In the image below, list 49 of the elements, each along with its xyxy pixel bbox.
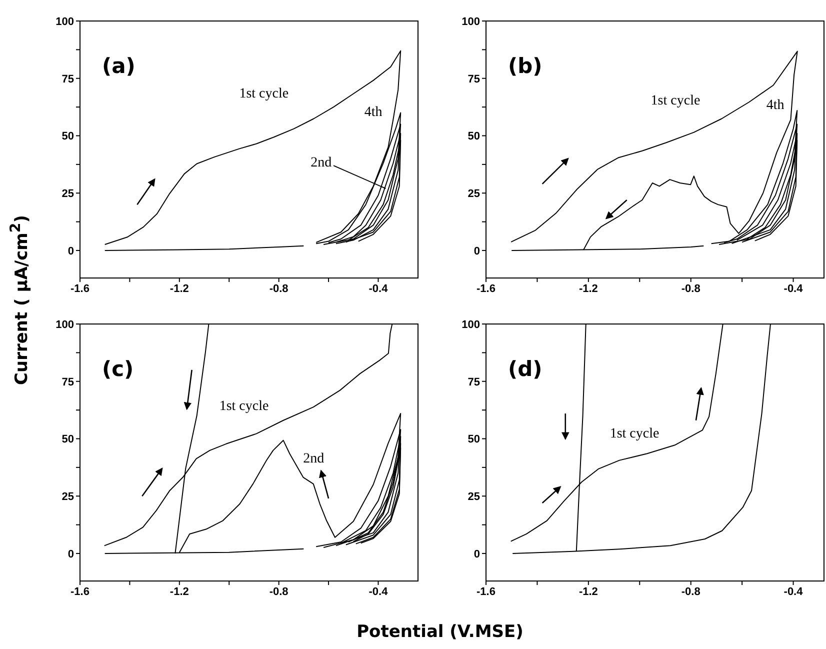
annotation: 4th xyxy=(766,98,784,114)
x-tick-label: -1.2 xyxy=(170,282,189,295)
annotation: 4th xyxy=(364,105,382,120)
y-tick-label: 75 xyxy=(62,376,74,388)
y-tick-label: 0 xyxy=(68,548,74,560)
annotation: 2nd xyxy=(303,452,324,467)
y-tick-label: 25 xyxy=(468,491,480,504)
annotation: 1st cycle xyxy=(239,86,289,102)
x-tick-label: -0.8 xyxy=(681,586,700,598)
y-tick-label: 100 xyxy=(56,16,74,28)
annotation: 1st cycle xyxy=(219,398,269,414)
y-tick-label: 75 xyxy=(468,376,480,388)
x-tick-label: -1.2 xyxy=(578,586,598,598)
x-tick-label: -1.2 xyxy=(578,282,598,295)
x-tick-label: -0.8 xyxy=(269,586,288,598)
annotation: 1st cycle xyxy=(610,426,660,442)
y-tick-label: 25 xyxy=(62,491,74,504)
y-tick-label: 0 xyxy=(68,245,74,258)
x-tick-label: -0.4 xyxy=(368,282,389,295)
x-tick-label: -1.6 xyxy=(476,282,496,295)
y-tick-label: 100 xyxy=(56,318,74,331)
x-tick-label: -0.8 xyxy=(269,282,288,295)
annotation: 2nd xyxy=(310,155,332,170)
annotation: 1st cycle xyxy=(650,94,700,109)
x-tick-label: -1.6 xyxy=(70,586,90,598)
annotation: (b) xyxy=(508,54,542,78)
y-tick-label: 50 xyxy=(62,434,74,446)
y-tick-label: 0 xyxy=(474,548,480,560)
x-tick-label: -0.4 xyxy=(784,282,804,295)
y-tick-label: 75 xyxy=(62,73,74,86)
y-tick-label: 75 xyxy=(468,73,480,86)
y-tick-label: 50 xyxy=(468,434,480,446)
y-tick-label: 0 xyxy=(474,245,480,258)
annotation: (c) xyxy=(102,357,134,381)
y-tick-label: 50 xyxy=(62,130,74,143)
x-tick-label: -0.8 xyxy=(681,282,700,295)
x-tick-label: -0.4 xyxy=(368,586,389,598)
y-tick-label: 50 xyxy=(468,130,480,143)
annotation: (a) xyxy=(102,54,136,78)
annotation: (d) xyxy=(508,357,542,381)
y-tick-label: 25 xyxy=(468,188,480,200)
y-tick-label: 100 xyxy=(462,16,480,28)
x-tick-label: -1.6 xyxy=(70,282,90,295)
x-tick-label: -1.6 xyxy=(476,586,496,598)
y-tick-label: 25 xyxy=(62,188,74,200)
x-axis-title: Potential (V.MSE) xyxy=(356,622,524,642)
x-tick-label: -1.2 xyxy=(170,586,189,598)
y-tick-label: 100 xyxy=(462,318,480,331)
x-tick-label: -0.4 xyxy=(784,586,804,598)
